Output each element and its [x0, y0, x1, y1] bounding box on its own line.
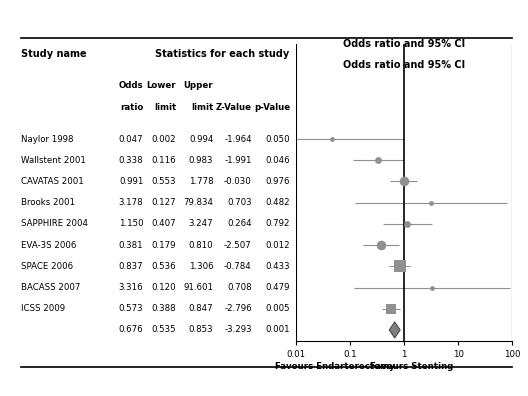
Text: EVA-3S 2006: EVA-3S 2006	[21, 241, 77, 249]
Text: -0.030: -0.030	[224, 177, 252, 186]
Text: 3.178: 3.178	[119, 198, 143, 207]
Text: Statistics for each study: Statistics for each study	[155, 49, 289, 59]
Text: Z-Value: Z-Value	[216, 103, 252, 112]
Text: SAPPHIRE 2004: SAPPHIRE 2004	[21, 219, 88, 228]
Text: 1.778: 1.778	[188, 177, 213, 186]
Polygon shape	[389, 322, 400, 338]
Text: 79.834: 79.834	[183, 198, 213, 207]
Point	[427, 200, 435, 206]
Text: 0.853: 0.853	[188, 326, 213, 335]
Point	[374, 157, 383, 164]
Text: 0.482: 0.482	[266, 198, 290, 207]
Text: ICSS 2009: ICSS 2009	[21, 304, 65, 313]
Text: -0.784: -0.784	[224, 262, 252, 271]
Point	[386, 306, 395, 312]
Text: -2.796: -2.796	[224, 304, 252, 313]
Text: Odds ratio and 95% CI: Odds ratio and 95% CI	[343, 60, 465, 70]
Text: Favours Endarterectomy: Favours Endarterectomy	[276, 362, 395, 371]
Text: 0.050: 0.050	[266, 135, 290, 143]
Text: 0.012: 0.012	[266, 241, 290, 249]
Point	[328, 136, 336, 142]
Text: 1.306: 1.306	[188, 262, 213, 271]
Text: 0.535: 0.535	[152, 326, 176, 335]
Text: -3.293: -3.293	[224, 326, 252, 335]
Text: 0.837: 0.837	[119, 262, 143, 271]
Text: 1.150: 1.150	[119, 219, 143, 228]
Text: 0.573: 0.573	[119, 304, 143, 313]
Text: 0.005: 0.005	[266, 304, 290, 313]
Text: 0.792: 0.792	[266, 219, 290, 228]
Point	[395, 263, 404, 269]
Text: 91.601: 91.601	[183, 283, 213, 292]
Text: Brooks 2001: Brooks 2001	[21, 198, 75, 207]
Text: 0.810: 0.810	[188, 241, 213, 249]
Text: p-Value: p-Value	[254, 103, 290, 112]
Text: 3.247: 3.247	[188, 219, 213, 228]
Text: Upper: Upper	[184, 82, 213, 91]
Text: 0.847: 0.847	[188, 304, 213, 313]
Text: 0.676: 0.676	[119, 326, 143, 335]
Text: 0.338: 0.338	[119, 156, 143, 165]
Point	[403, 221, 411, 227]
Text: 0.703: 0.703	[227, 198, 252, 207]
Text: -2.507: -2.507	[224, 241, 252, 249]
Text: 0.047: 0.047	[119, 135, 143, 143]
Text: 0.046: 0.046	[266, 156, 290, 165]
Text: Favours Stenting: Favours Stenting	[370, 362, 454, 371]
Text: Odds ratio and 95% CI: Odds ratio and 95% CI	[343, 38, 465, 49]
Text: Wallstent 2001: Wallstent 2001	[21, 156, 86, 165]
Text: Odds: Odds	[119, 82, 143, 91]
Text: 0.002: 0.002	[152, 135, 176, 143]
Text: SPACE 2006: SPACE 2006	[21, 262, 73, 271]
Text: 0.120: 0.120	[152, 283, 176, 292]
Text: -1.991: -1.991	[224, 156, 252, 165]
Text: Naylor 1998: Naylor 1998	[21, 135, 73, 143]
Text: 0.994: 0.994	[189, 135, 213, 143]
Point	[377, 242, 385, 248]
Text: CAVATAS 2001: CAVATAS 2001	[21, 177, 84, 186]
Text: Study name: Study name	[21, 49, 87, 59]
Text: 0.433: 0.433	[266, 262, 290, 271]
Text: 0.179: 0.179	[152, 241, 176, 249]
Text: 0.479: 0.479	[266, 283, 290, 292]
Text: limit: limit	[191, 103, 213, 112]
Text: -1.964: -1.964	[224, 135, 252, 143]
Text: 0.983: 0.983	[189, 156, 213, 165]
Text: 0.708: 0.708	[227, 283, 252, 292]
Text: 0.388: 0.388	[152, 304, 176, 313]
Text: 0.264: 0.264	[227, 219, 252, 228]
Text: 0.553: 0.553	[152, 177, 176, 186]
Text: 0.381: 0.381	[119, 241, 143, 249]
Text: BACASS 2007: BACASS 2007	[21, 283, 80, 292]
Text: ratio: ratio	[120, 103, 143, 112]
Text: 0.976: 0.976	[266, 177, 290, 186]
Text: 3.316: 3.316	[119, 283, 143, 292]
Text: 0.407: 0.407	[152, 219, 176, 228]
Point	[400, 178, 408, 185]
Text: 0.127: 0.127	[152, 198, 176, 207]
Text: limit: limit	[154, 103, 176, 112]
Text: 0.116: 0.116	[152, 156, 176, 165]
Text: 0.991: 0.991	[119, 177, 143, 186]
Point	[428, 284, 436, 291]
Text: 0.001: 0.001	[266, 326, 290, 335]
Text: 0.536: 0.536	[152, 262, 176, 271]
Text: Lower: Lower	[147, 82, 176, 91]
